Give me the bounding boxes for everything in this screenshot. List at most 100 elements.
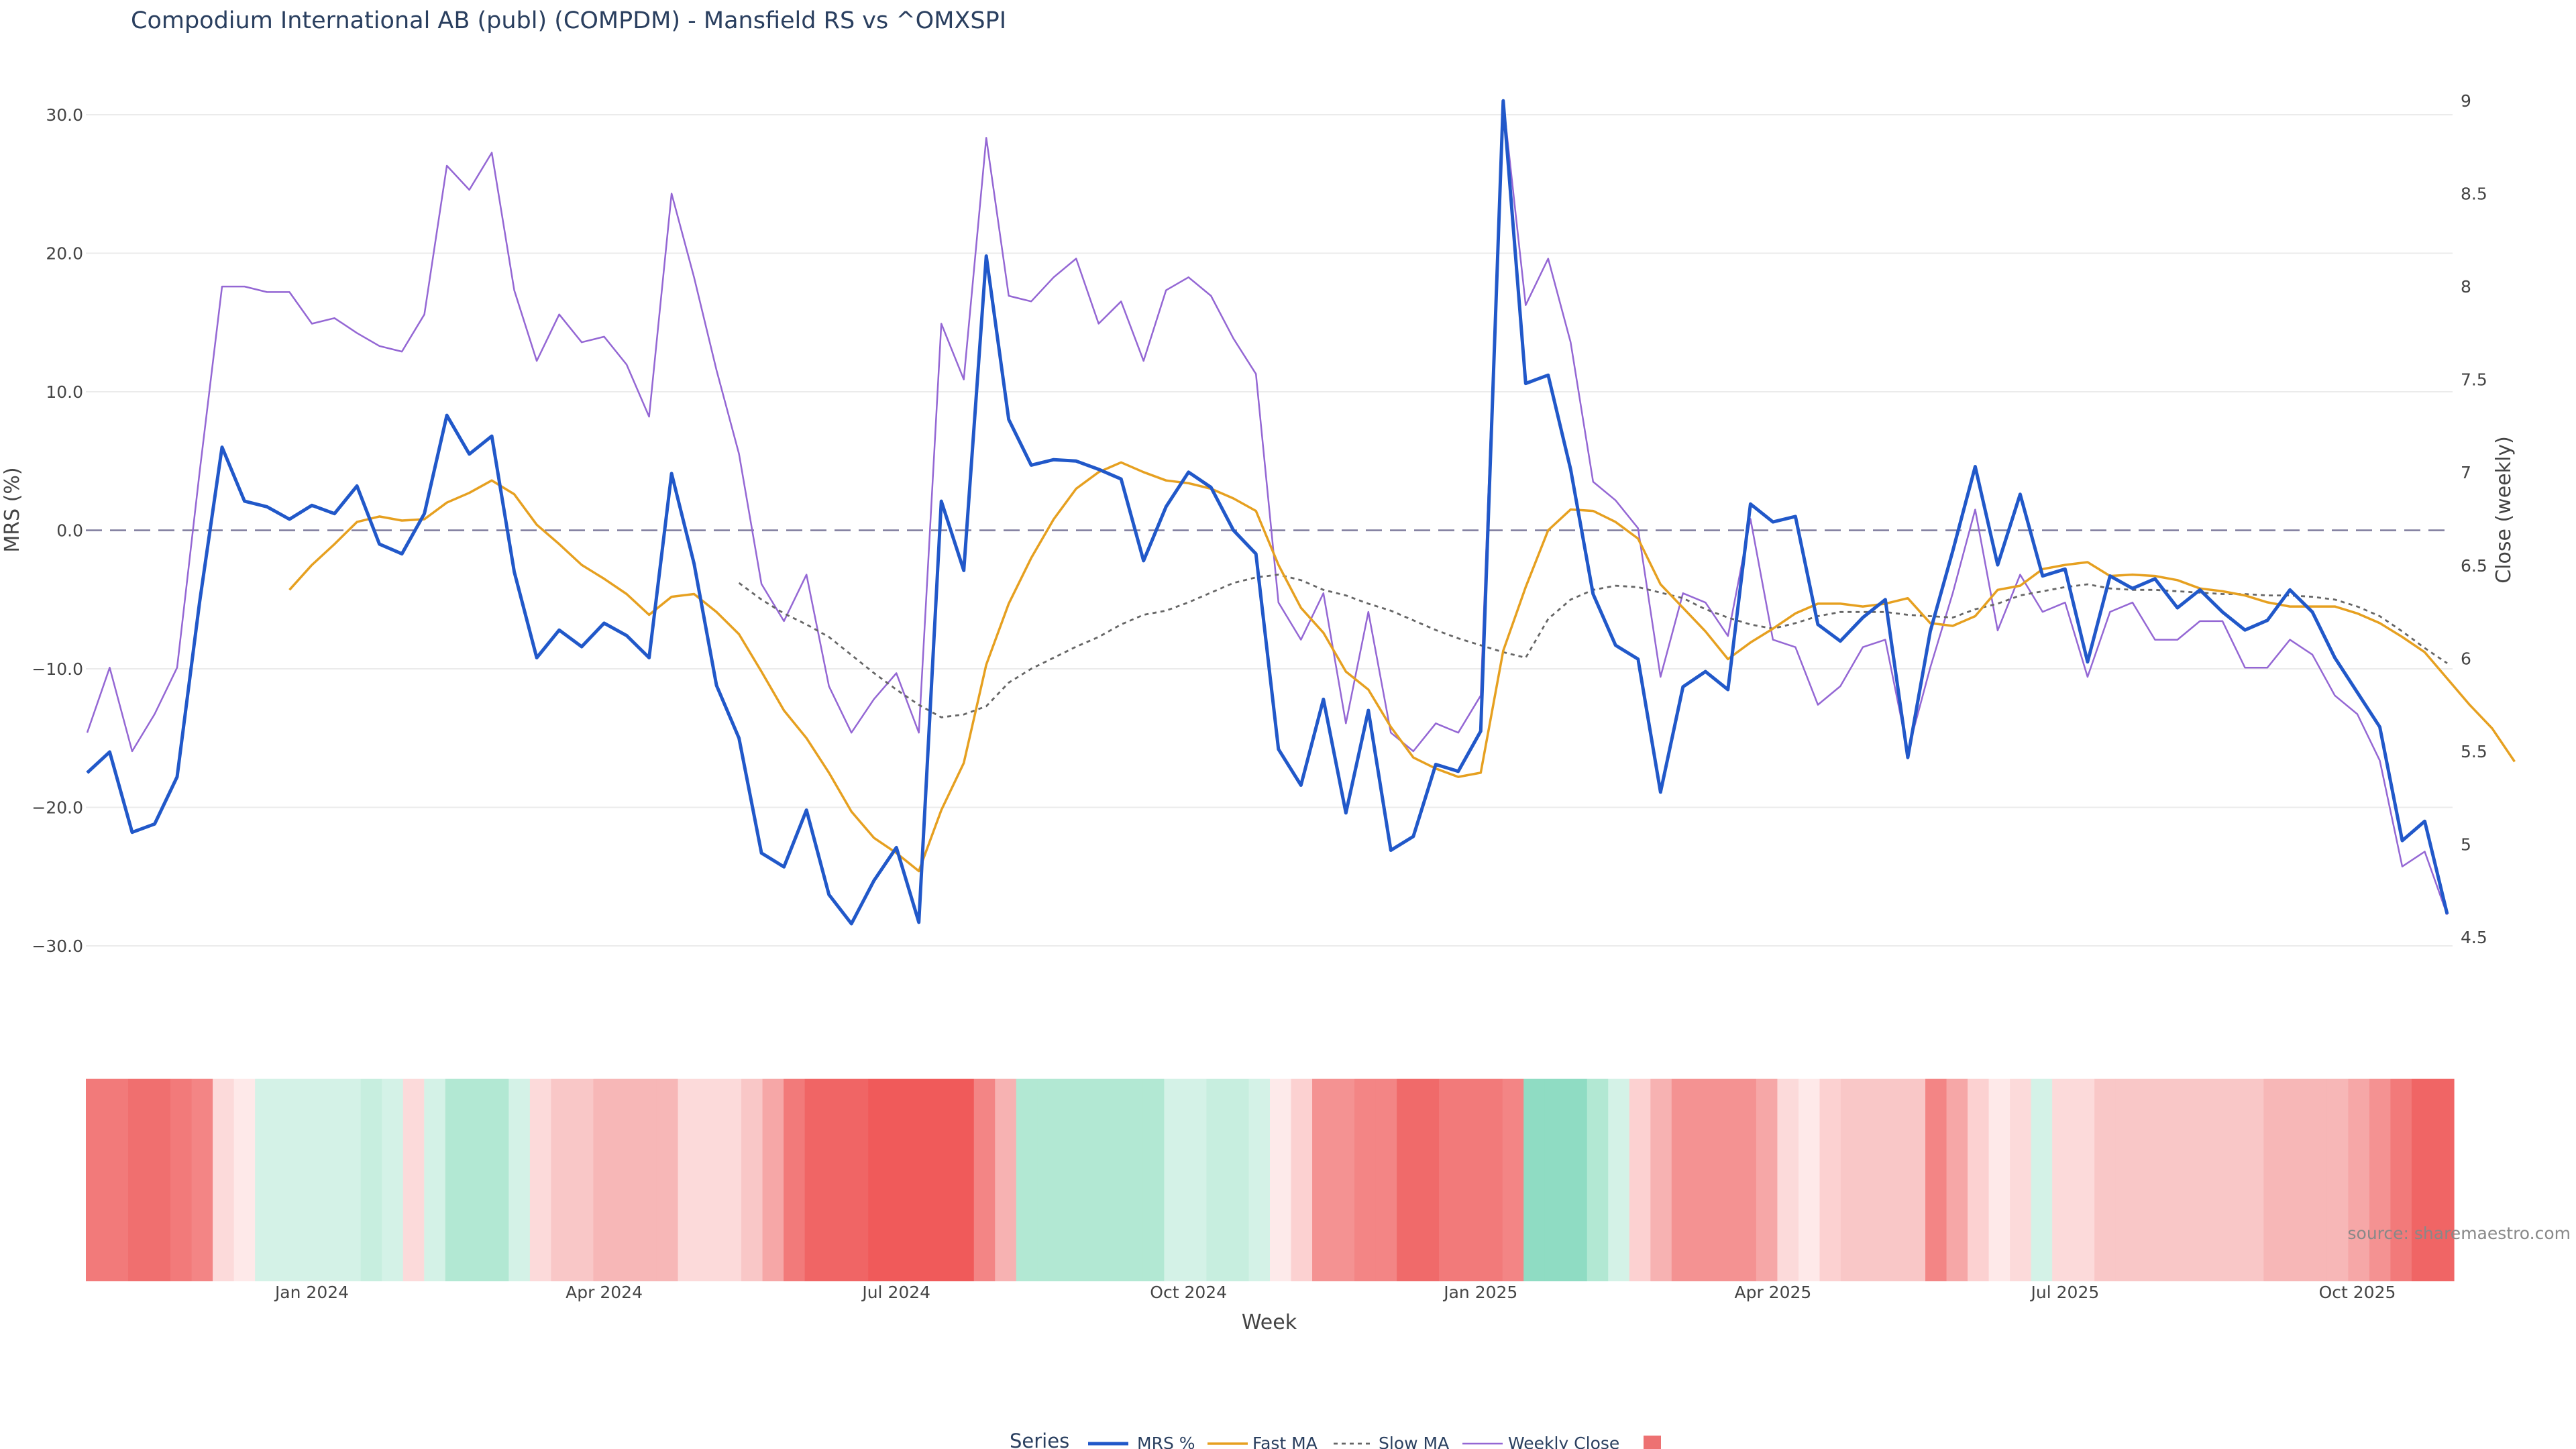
- heatmap-cell: [1270, 1079, 1292, 1281]
- heatmap-cell: [804, 1079, 826, 1281]
- heatmap-cell: [1248, 1079, 1271, 1281]
- left-tick-label: 10.0: [46, 382, 83, 402]
- heatmap-cell: [889, 1079, 911, 1281]
- heatmap-cell: [572, 1079, 594, 1281]
- heatmap-cell: [170, 1079, 193, 1281]
- left-tick-label: 20.0: [46, 244, 83, 264]
- heatmap-cell: [2073, 1079, 2095, 1281]
- heatmap-cell: [1291, 1079, 1313, 1281]
- heatmap-cell: [1777, 1079, 1799, 1281]
- heatmap-cell: [1016, 1079, 1038, 1281]
- chart-title: Compodium International AB (publ) (COMPD…: [131, 7, 1006, 34]
- heatmap-cell: [360, 1079, 382, 1281]
- heatmap-cell: [953, 1079, 975, 1281]
- heatmap-cell: [1206, 1079, 1228, 1281]
- right-axis-ticks: 9 8.5 8 7.5 7 6.5 6 5.5 5 4.5: [2461, 91, 2487, 947]
- heatmap-cell: [1079, 1079, 1102, 1281]
- heatmap-cell: [297, 1079, 319, 1281]
- heatmap-cell: [1650, 1079, 1672, 1281]
- heatmap-cell: [1397, 1079, 1419, 1281]
- heatmap-cell: [255, 1079, 277, 1281]
- heatmap-cell: [1946, 1079, 1968, 1281]
- x-axis-ticks: Jan 2024 Apr 2024 Jul 2024 Oct 2024 Jan 2025…: [274, 1283, 2396, 1302]
- series-lines: [86, 99, 2516, 926]
- right-axis-title: Close (weekly): [2492, 436, 2516, 584]
- heatmap-cell: [551, 1079, 573, 1281]
- grid-lines: [86, 114, 2453, 947]
- right-tick-label: 9: [2461, 91, 2471, 111]
- heatmap-cell: [1798, 1079, 1821, 1281]
- heatmap-cell: [318, 1079, 340, 1281]
- series-line-mrs: [86, 99, 2449, 926]
- heatmap-cell: [1862, 1079, 1884, 1281]
- heatmap-strip: [86, 1079, 2455, 1281]
- series-line-weekly-close: [86, 99, 2449, 916]
- heatmap-cell: [487, 1079, 509, 1281]
- x-axis-title: Week: [1242, 1311, 1297, 1334]
- heatmap-cell: [1925, 1079, 1947, 1281]
- heatmap-cell: [466, 1079, 488, 1281]
- heatmap-cell: [593, 1079, 615, 1281]
- heatmap-cell: [233, 1079, 256, 1281]
- x-tick-label: Jul 2025: [2030, 1283, 2100, 1302]
- right-tick-label: 4.5: [2461, 928, 2487, 947]
- heatmap-cell: [1312, 1079, 1334, 1281]
- heatmap-cell: [784, 1079, 806, 1281]
- heatmap-cell: [86, 1079, 108, 1281]
- heatmap-cell: [741, 1079, 763, 1281]
- heatmap-cell: [699, 1079, 721, 1281]
- heatmap-cell: [1100, 1079, 1122, 1281]
- heatmap-cell: [2369, 1079, 2392, 1281]
- heatmap-cell: [191, 1079, 213, 1281]
- heatmap-cell: [2137, 1079, 2159, 1281]
- heatmap-cell: [1460, 1079, 1482, 1281]
- x-tick-label: Oct 2025: [2319, 1283, 2396, 1302]
- heatmap-cell: [656, 1079, 679, 1281]
- heatmap-cell: [382, 1079, 404, 1281]
- heatmap-cell: [213, 1079, 235, 1281]
- series-line-fast-ma: [288, 461, 2516, 873]
- heatmap-cell: [762, 1079, 784, 1281]
- heatmap-cell: [1587, 1079, 1609, 1281]
- heatmap-cell: [1883, 1079, 1905, 1281]
- heatmap-cell: [847, 1079, 869, 1281]
- x-tick-label: Jul 2024: [861, 1283, 930, 1302]
- heatmap-cell: [1333, 1079, 1355, 1281]
- heatmap-cell: [2221, 1079, 2243, 1281]
- x-tick-label: Jan 2024: [274, 1283, 349, 1302]
- left-tick-label: 30.0: [46, 105, 83, 125]
- right-tick-label: 6: [2461, 649, 2471, 668]
- heatmap-cell: [614, 1079, 637, 1281]
- right-tick-label: 5.5: [2461, 742, 2487, 761]
- right-tick-label: 5: [2461, 835, 2471, 854]
- heatmap-cell: [2432, 1079, 2455, 1281]
- heatmap-cell: [2200, 1079, 2222, 1281]
- heatmap-cell: [1566, 1079, 1588, 1281]
- heatmap-cell: [2115, 1079, 2137, 1281]
- heatmap-cell: [1756, 1079, 1778, 1281]
- source-note: source: sharemaestro.com: [2348, 1224, 2571, 1243]
- heatmap-cell: [1988, 1079, 2010, 1281]
- right-tick-label: 8.5: [2461, 184, 2487, 204]
- heatmap-cell: [445, 1079, 467, 1281]
- heatmap-cell: [1904, 1079, 1926, 1281]
- heatmap-cell: [2242, 1079, 2264, 1281]
- legend-label: Weekly Close: [1508, 1434, 1619, 1449]
- heatmap-cell: [1608, 1079, 1630, 1281]
- heatmap-cell: [128, 1079, 150, 1281]
- legend-label: Slow MA: [1379, 1434, 1449, 1449]
- heatmap-cell: [931, 1079, 953, 1281]
- heatmap-cell: [1713, 1079, 1735, 1281]
- heatmap-cell: [1523, 1079, 1546, 1281]
- heatmap-cell: [1819, 1079, 1841, 1281]
- heatmap-cell: [1544, 1079, 1566, 1281]
- legend-label: MRS %: [1137, 1434, 1195, 1449]
- heatmap-cell: [508, 1079, 531, 1281]
- left-axis-ticks: 30.0 20.0 10.0 0.0 −10.0 −20.0 −30.0: [32, 105, 83, 956]
- heatmap-cell: [635, 1079, 657, 1281]
- x-tick-label: Apr 2025: [1734, 1283, 1811, 1302]
- heatmap-cell: [2390, 1079, 2412, 1281]
- heatmap-cell: [2284, 1079, 2306, 1281]
- heatmap-cell: [107, 1079, 129, 1281]
- heatmap-cell: [720, 1079, 742, 1281]
